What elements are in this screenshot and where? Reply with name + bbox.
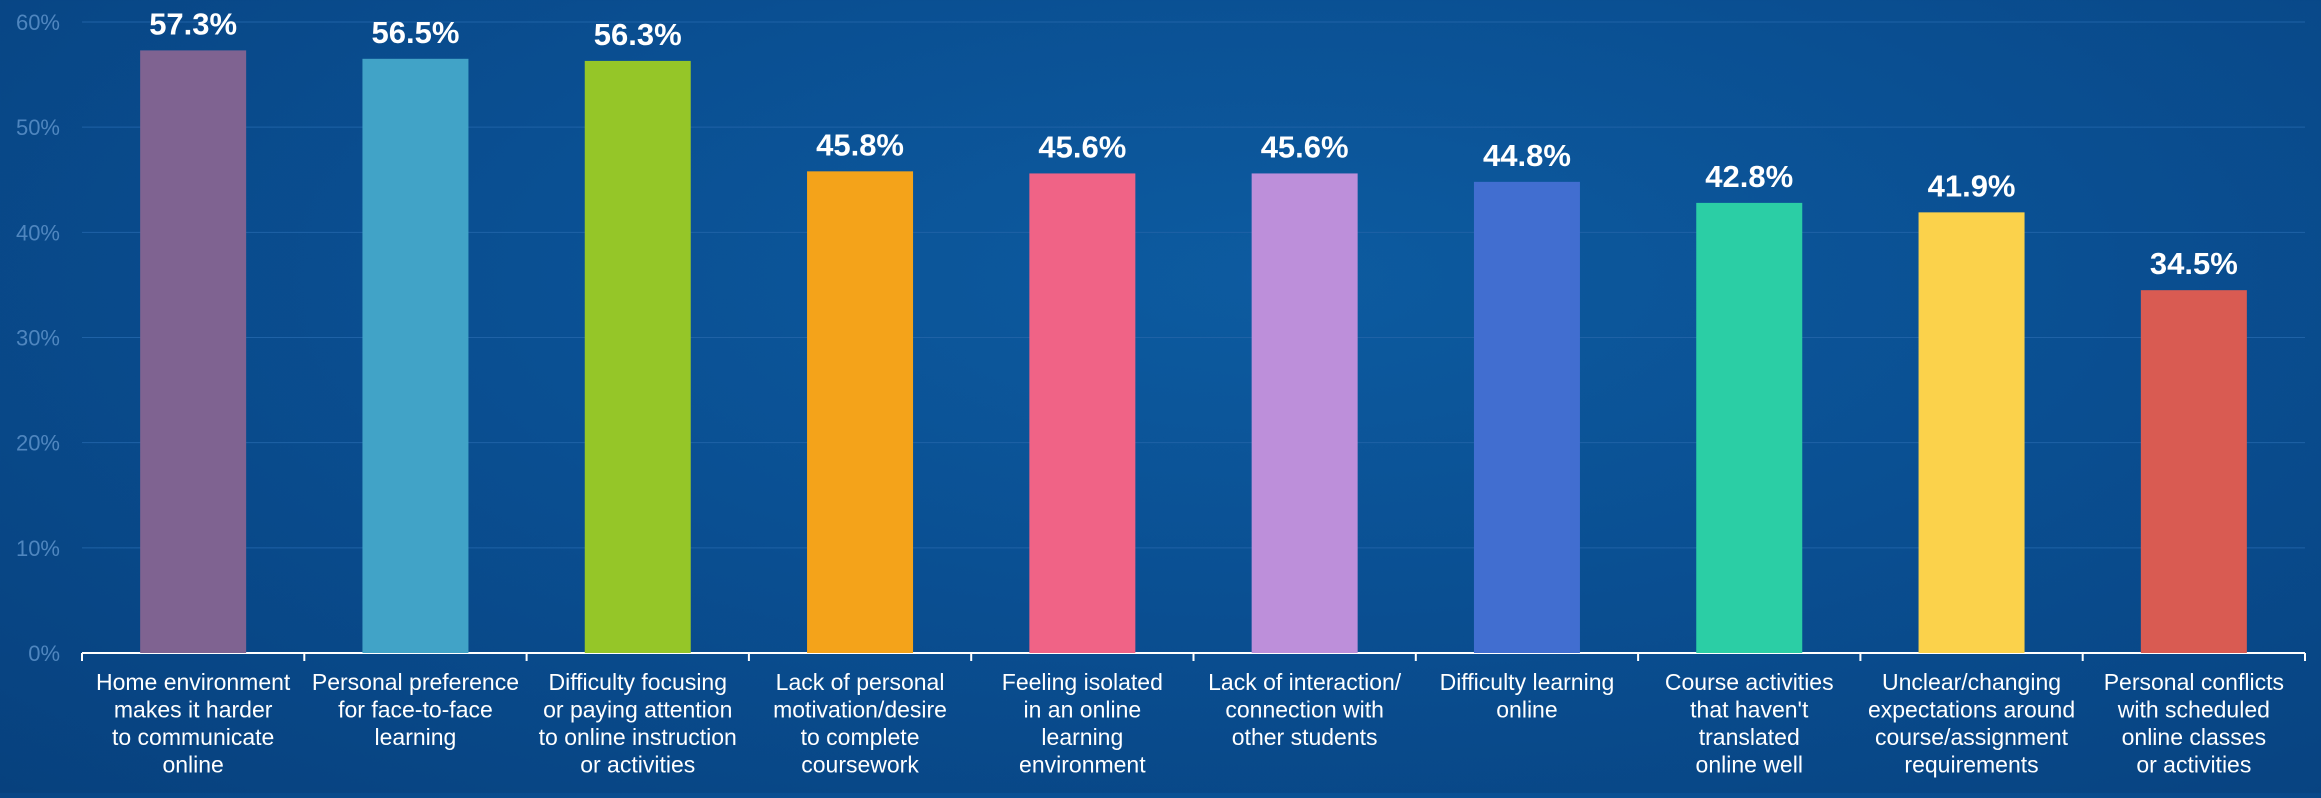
x-tick-label: Lack of interaction/connection with other… [1208, 669, 1402, 750]
x-tick-label-line: Lack of interaction/ [1208, 669, 1402, 695]
x-tick-label-line: expectations around [1868, 697, 2075, 723]
x-tick-label-line: Difficulty focusing [548, 669, 727, 695]
x-tick-label: Unclear/changing expectations around cours… [1868, 669, 2075, 778]
x-tick-label-line: learning [1041, 724, 1123, 750]
x-tick-label-line: motivation/desire [773, 697, 947, 723]
x-tick-label-line: to online instruction [539, 724, 737, 750]
x-tick-label: Home environment makes it harder to commun… [96, 669, 291, 778]
data-label: 45.6% [1038, 129, 1126, 164]
x-tick-label-line: online well [1696, 752, 1803, 778]
x-tick-label-line: course/assignment [1875, 724, 2069, 750]
x-tick-label-line: Personal conflicts [2104, 669, 2284, 695]
bar [140, 50, 247, 653]
bar [584, 60, 691, 653]
data-label: 56.5% [371, 15, 459, 50]
x-tick-label: Lack of personal motivation/desire to comp… [773, 669, 947, 778]
x-tick-label-line: in an online [1024, 697, 1142, 723]
x-tick-label: Feeling isolated in an online learning envi… [1002, 669, 1163, 778]
x-tick-label: Personal preference for face-to-face learn… [312, 669, 519, 750]
data-label: 41.9% [1928, 168, 2016, 203]
x-tick-label-line: learning [375, 724, 457, 750]
labels: 57.3%Home environment makes it harder to c… [96, 6, 2284, 777]
x-tick-label-line: online [1496, 697, 1557, 723]
data-label: 57.3% [149, 6, 237, 41]
bar [1473, 181, 1580, 653]
y-tick-label: 10% [16, 536, 60, 561]
x-tick-label-line: that haven't [1690, 697, 1809, 723]
data-label: 56.3% [594, 17, 682, 52]
x-tick-label: Difficulty learning online [1440, 669, 1615, 723]
x-tick-label-line: for face-to-face [338, 697, 493, 723]
x-tick-label-line: Unclear/changing [1882, 669, 2061, 695]
bar [1029, 173, 1136, 653]
x-tick-label-line: translated [1699, 724, 1800, 750]
x-tick-label: Personal conflicts with scheduled online c… [2104, 669, 2284, 778]
x-tick-label-line: Personal preference [312, 669, 519, 695]
data-label: 42.8% [1705, 159, 1793, 194]
y-tick-label: 30% [16, 326, 60, 351]
x-tick-label-line: to communicate [112, 724, 274, 750]
x-tick-label: Difficulty focusing or paying attention to… [539, 669, 737, 778]
bar [1918, 212, 2025, 653]
x-tick-label-line: environment [1019, 752, 1146, 778]
x-tick-label-line: other students [1232, 724, 1378, 750]
x-tick-label-line: online [162, 752, 223, 778]
x-tick-label-line: Feeling isolated [1002, 669, 1163, 695]
x-tick-label-line: Difficulty learning [1440, 669, 1615, 695]
x-tick-label-line: connection with [1225, 697, 1384, 723]
y-tick-label: 50% [16, 115, 60, 140]
x-tick-label-line: requirements [1904, 752, 2038, 778]
bars [140, 50, 2247, 654]
bar [362, 58, 469, 653]
x-tick-label-line: Lack of personal [776, 669, 945, 695]
data-label: 44.8% [1483, 138, 1571, 173]
x-tick-label: Course activities that haven't translated o… [1665, 669, 1834, 778]
y-tick-label: 40% [16, 220, 60, 245]
x-tick-label-line: or activities [580, 752, 695, 778]
bar [2140, 290, 2247, 653]
x-tick-label-line: Home environment [96, 669, 291, 695]
x-tick-label-line: to complete [801, 724, 920, 750]
bar [807, 171, 914, 653]
bar [1251, 173, 1358, 653]
y-tick-label: 60% [16, 10, 60, 35]
data-label: 34.5% [2150, 246, 2238, 281]
x-tick-label-line: Course activities [1665, 669, 1834, 695]
x-tick-label-line: coursework [801, 752, 919, 778]
data-label: 45.8% [816, 127, 904, 162]
x-tick-label-line: or paying attention [543, 697, 732, 723]
data-label: 45.6% [1261, 129, 1349, 164]
y-tick-label: 0% [28, 641, 60, 666]
x-tick-label-line: or activities [2136, 752, 2251, 778]
y-tick-label: 20% [16, 431, 60, 456]
x-tick-label-line: makes it harder [114, 697, 273, 723]
bar [1696, 202, 1803, 654]
x-tick-label-line: with scheduled [2117, 697, 2270, 723]
x-tick-label-line: online classes [2122, 724, 2266, 750]
